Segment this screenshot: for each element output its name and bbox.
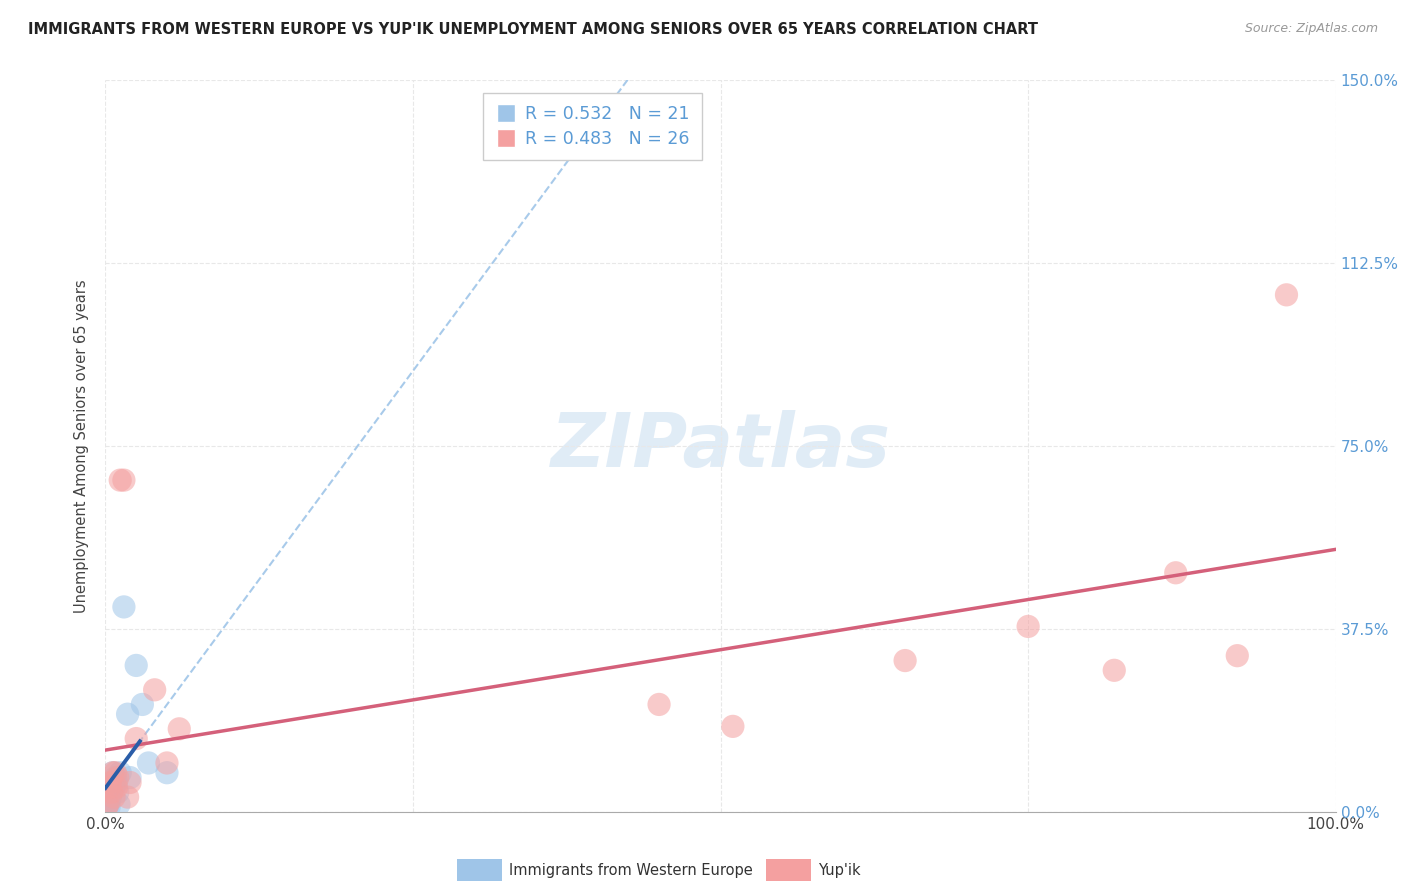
Point bbox=[125, 658, 148, 673]
Point bbox=[117, 707, 139, 722]
Text: Immigrants from Western Europe: Immigrants from Western Europe bbox=[509, 863, 752, 878]
Point bbox=[105, 780, 128, 795]
Point bbox=[117, 790, 139, 805]
Point bbox=[96, 800, 118, 814]
Point bbox=[143, 682, 166, 697]
Point bbox=[104, 765, 127, 780]
Point bbox=[97, 797, 120, 812]
Point bbox=[98, 780, 121, 795]
Point bbox=[156, 765, 179, 780]
Point bbox=[1017, 619, 1039, 633]
Y-axis label: Unemployment Among Seniors over 65 years: Unemployment Among Seniors over 65 years bbox=[75, 279, 90, 613]
Point bbox=[110, 765, 132, 780]
Point bbox=[105, 775, 128, 789]
Point bbox=[103, 780, 125, 795]
Text: IMMIGRANTS FROM WESTERN EUROPE VS YUP'IK UNEMPLOYMENT AMONG SENIORS OVER 65 YEAR: IMMIGRANTS FROM WESTERN EUROPE VS YUP'IK… bbox=[28, 22, 1038, 37]
Text: Yup'ik: Yup'ik bbox=[818, 863, 860, 878]
Point bbox=[1164, 566, 1187, 580]
Point bbox=[131, 698, 153, 712]
Point bbox=[98, 795, 121, 809]
Point bbox=[98, 775, 122, 789]
Point bbox=[101, 765, 124, 780]
Point bbox=[120, 775, 141, 789]
Point bbox=[156, 756, 179, 770]
Point bbox=[101, 765, 124, 780]
Point bbox=[1102, 663, 1125, 677]
Point bbox=[894, 654, 917, 668]
Point bbox=[648, 698, 671, 712]
Text: Source: ZipAtlas.com: Source: ZipAtlas.com bbox=[1244, 22, 1378, 36]
Point bbox=[138, 756, 160, 770]
Point bbox=[112, 473, 135, 487]
Text: ZIPatlas: ZIPatlas bbox=[551, 409, 890, 483]
Point bbox=[101, 775, 124, 789]
Point bbox=[98, 790, 122, 805]
Point bbox=[169, 722, 191, 736]
Point bbox=[96, 800, 118, 814]
Point bbox=[1226, 648, 1249, 663]
Point bbox=[103, 790, 125, 805]
Point bbox=[112, 599, 135, 614]
Point bbox=[97, 797, 120, 812]
Point bbox=[104, 771, 127, 785]
Point bbox=[98, 800, 121, 814]
Point bbox=[110, 473, 132, 487]
Point bbox=[1275, 288, 1298, 302]
Point bbox=[120, 771, 141, 785]
Point bbox=[125, 731, 148, 746]
Point bbox=[721, 719, 744, 733]
Point bbox=[100, 780, 122, 795]
Point bbox=[100, 785, 122, 799]
Legend: R = 0.532   N = 21, R = 0.483   N = 26: R = 0.532 N = 21, R = 0.483 N = 26 bbox=[484, 93, 702, 160]
Point bbox=[107, 771, 129, 785]
Point bbox=[107, 785, 129, 799]
Point bbox=[108, 797, 131, 812]
